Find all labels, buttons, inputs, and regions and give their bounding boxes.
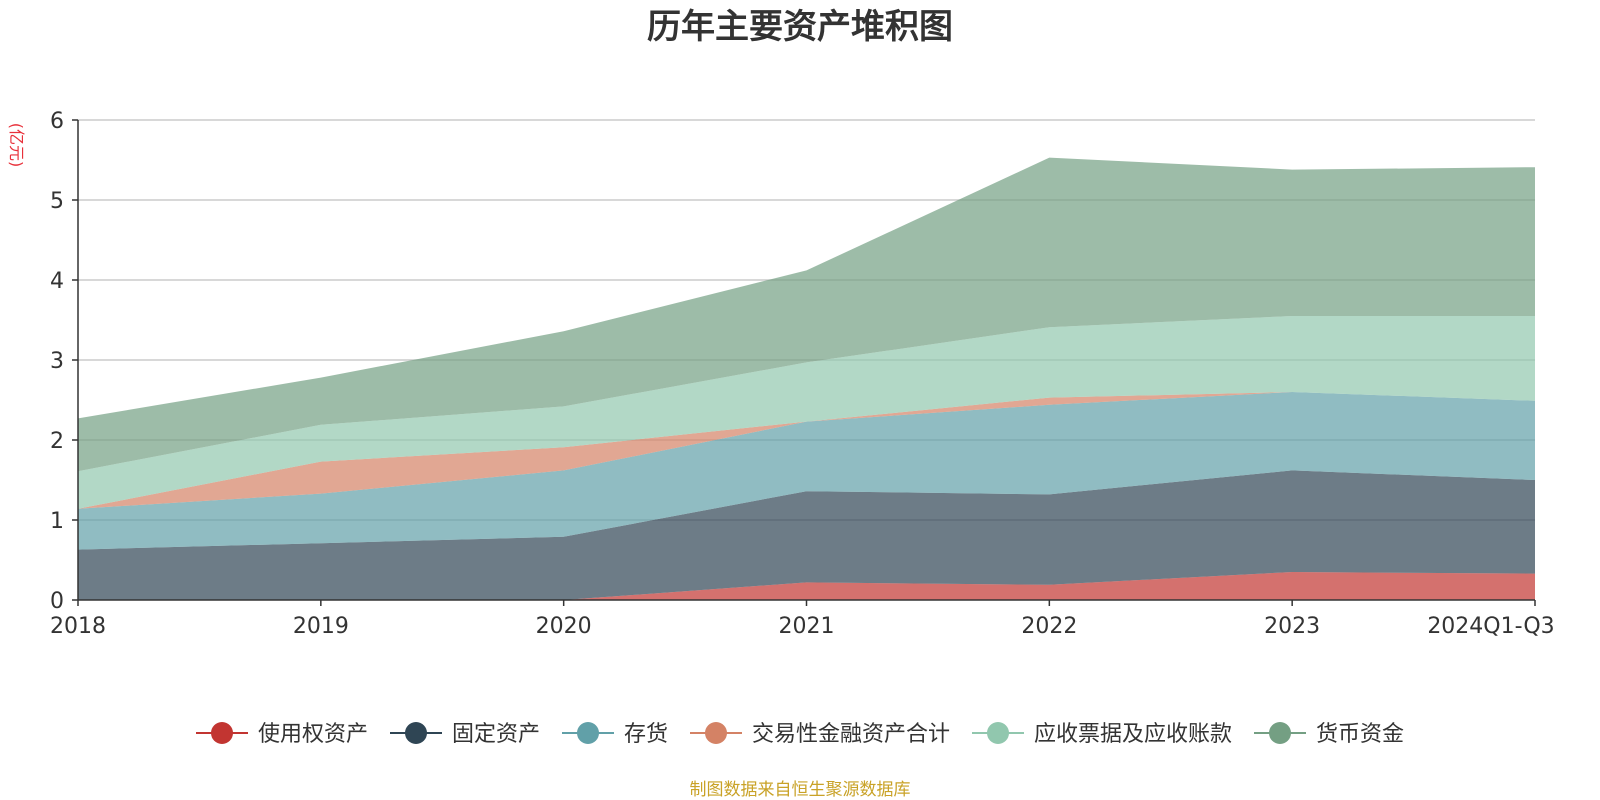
area-series-4	[78, 316, 1535, 509]
legend-marker-0	[211, 722, 233, 744]
y-tick-label-0: 0	[50, 589, 64, 614]
legend-label-4: 应收票据及应收账款	[1034, 722, 1232, 747]
legend-label-3: 交易性金融资产合计	[752, 722, 950, 747]
x-tick-label-4: 2022	[1021, 614, 1077, 639]
legend-item-0[interactable]: 使用权资产	[196, 722, 368, 747]
legend-marker-5	[1269, 722, 1291, 744]
legend-label-2: 存货	[624, 722, 668, 747]
y-tick-label-5: 5	[50, 189, 64, 214]
x-tick-label-5: 2023	[1264, 614, 1320, 639]
area-series-5	[78, 157, 1535, 472]
y-tick-label-2: 2	[50, 429, 64, 454]
y-tick-label-6: 6	[50, 109, 64, 134]
legend-marker-1	[405, 722, 427, 744]
legend-item-2[interactable]: 存货	[562, 722, 668, 747]
x-tick-label-6: 2024Q1-Q3	[1427, 614, 1554, 639]
legend-marker-2	[577, 722, 599, 744]
legend-item-1[interactable]: 固定资产	[390, 722, 540, 747]
legend-label-5: 货币资金	[1316, 722, 1404, 747]
legend-item-5[interactable]: 货币资金	[1254, 722, 1404, 747]
area-series-3	[78, 392, 1535, 509]
chart-title: 历年主要资产堆积图	[647, 7, 953, 47]
y-tick-label-1: 1	[50, 509, 64, 534]
area-series-2	[78, 392, 1535, 550]
area-series-group	[78, 157, 1535, 600]
y-tick-label-4: 4	[50, 269, 64, 294]
legend-item-3[interactable]: 交易性金融资产合计	[690, 722, 950, 747]
y-tick-label-3: 3	[50, 349, 64, 374]
legend-label-0: 使用权资产	[258, 722, 368, 747]
x-tick-label-3: 2021	[779, 614, 835, 639]
source-note: 制图数据来自恒生聚源数据库	[690, 780, 911, 800]
legend-marker-3	[705, 722, 727, 744]
area-series-1	[78, 470, 1535, 600]
legend-marker-4	[987, 722, 1009, 744]
legend-label-1: 固定资产	[452, 722, 540, 747]
legend-item-4[interactable]: 应收票据及应收账款	[972, 722, 1232, 747]
x-tick-label-1: 2019	[293, 614, 349, 639]
legend[interactable]: 使用权资产 固定资产 存货 交易性金融资产合计 应收票据及应收账款 货币资金	[196, 722, 1404, 747]
y-axis-ticks: 0 1 2 3 4 5 6	[50, 109, 78, 614]
x-tick-label-0: 2018	[50, 614, 106, 639]
x-axis-ticks: 2018 2019 2020 2021 2022 2023 2024Q1-Q3	[50, 600, 1555, 639]
area-series-0	[78, 572, 1535, 600]
y-axis-unit-label: (亿元)	[7, 123, 26, 168]
x-tick-label-2: 2020	[536, 614, 592, 639]
